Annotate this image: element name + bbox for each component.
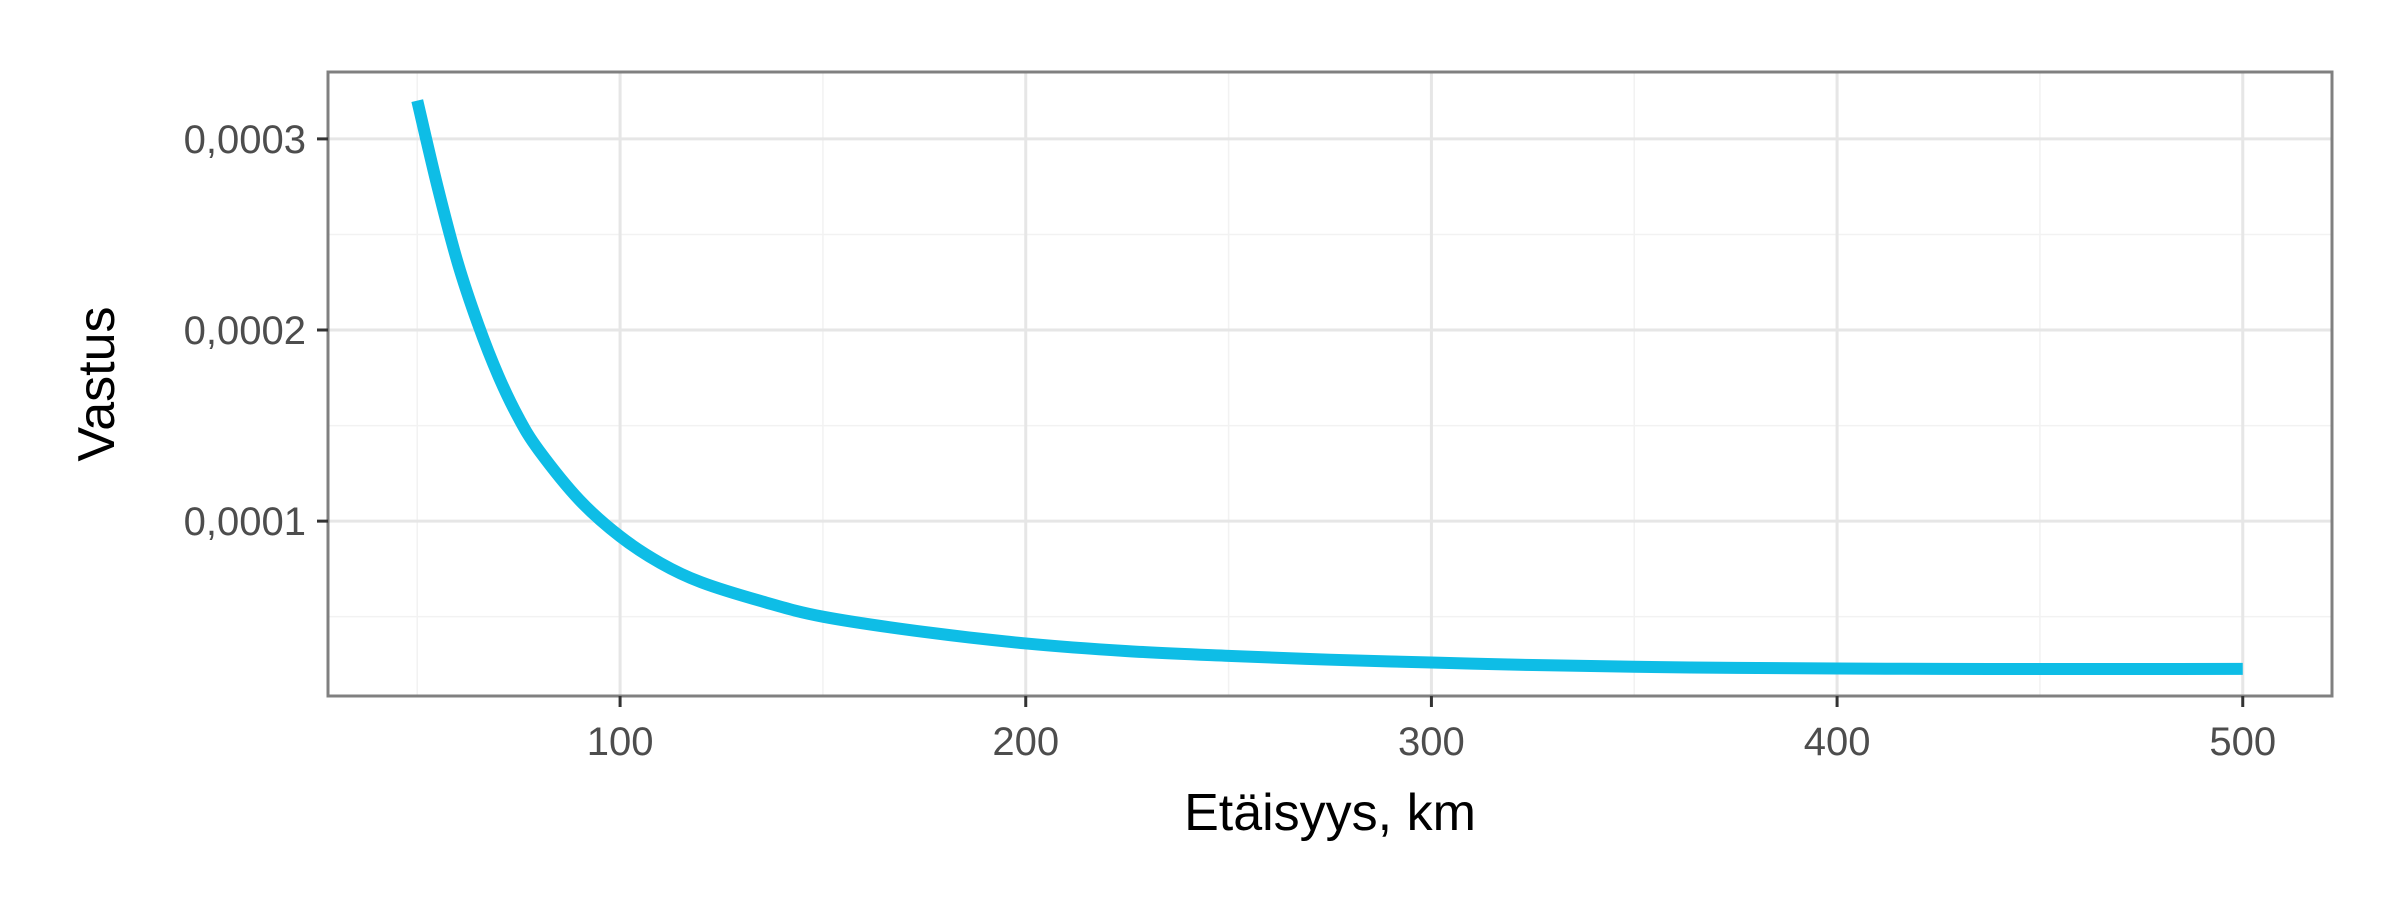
x-tick-label: 200: [992, 720, 1059, 764]
x-tick-label: 500: [2209, 720, 2276, 764]
x-tick-label: 300: [1398, 720, 1465, 764]
grid: [328, 72, 2332, 696]
series-line: [411, 99, 2243, 676]
x-tick-label: 100: [587, 720, 654, 764]
y-axis-title: Vastus: [68, 306, 126, 461]
x-axis-title: Etäisyys, km: [1184, 784, 1476, 842]
x-axis: 100 200 300 400 500: [587, 696, 2276, 764]
panel-border: [326, 70, 2334, 698]
y-tick-label: 0,0001: [184, 500, 306, 544]
y-tick-label: 0,0002: [184, 309, 306, 353]
series-layer: [411, 99, 2243, 676]
x-tick-label: 400: [1804, 720, 1871, 764]
y-tick-label: 0,0003: [184, 118, 306, 162]
y-axis: 0,0001 0,0002 0,0003: [184, 118, 328, 544]
